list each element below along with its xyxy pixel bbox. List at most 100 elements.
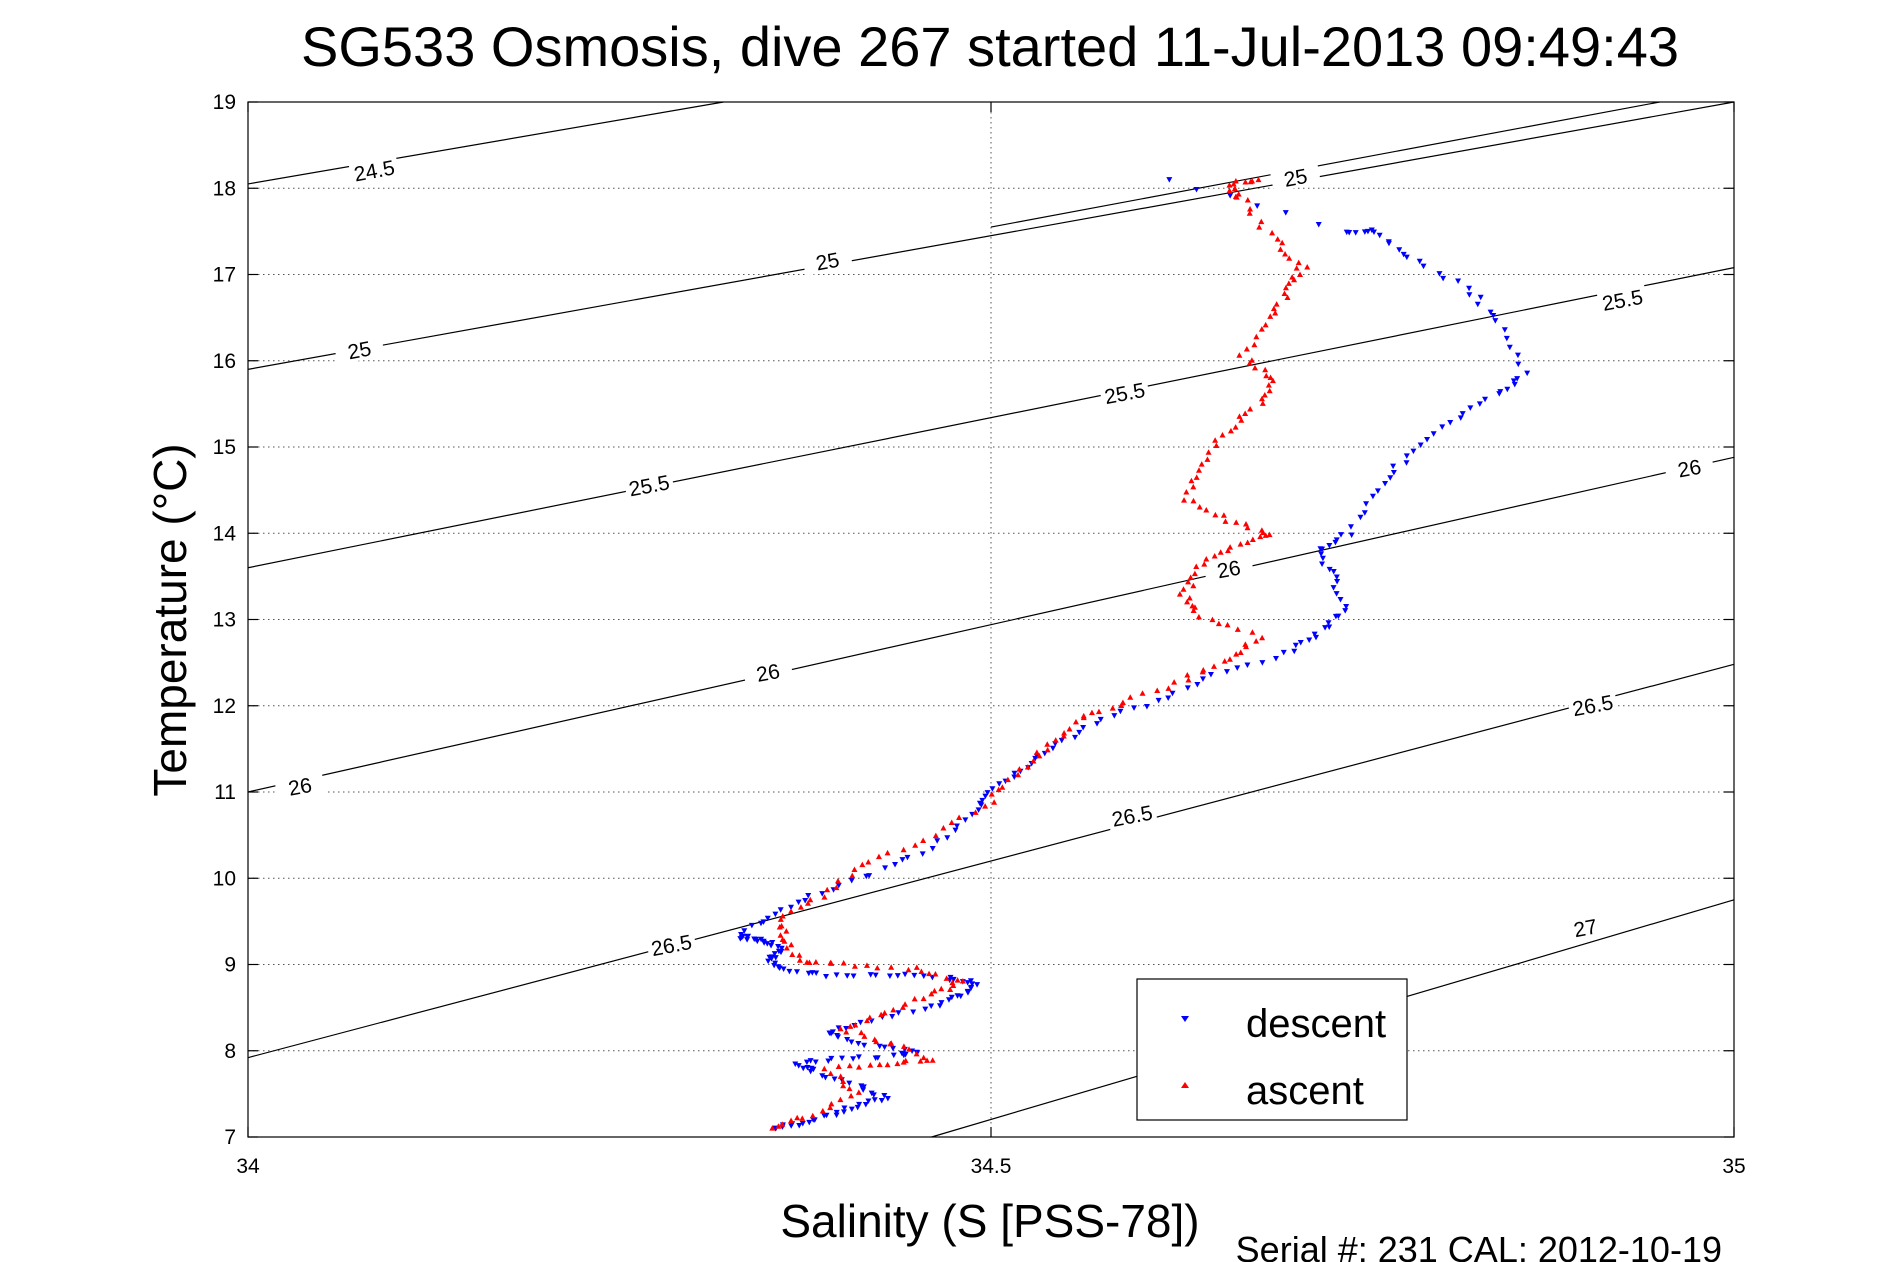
descent-point (1338, 532, 1345, 538)
y-axis-ticks: 7 8 9 10 11 12 13 14 15 16 17 18 19 (213, 91, 1734, 1149)
ascent-point (1180, 586, 1187, 592)
ascent-point (799, 1115, 806, 1121)
ascent-point (948, 819, 955, 825)
ascent-point (779, 912, 786, 919)
ascent-point (884, 849, 891, 856)
ascent-point (1119, 699, 1126, 705)
descent-point (1143, 703, 1150, 710)
ascent-point (871, 1036, 878, 1042)
descent-point (846, 1080, 853, 1087)
ascent-point (876, 1061, 883, 1068)
descent-point (792, 1061, 799, 1068)
contour-label-bg (1202, 551, 1255, 584)
descent-point (1072, 734, 1079, 741)
ascent-point (913, 964, 920, 970)
descent-point (1514, 376, 1521, 382)
ascent-point (851, 866, 858, 872)
descent-point (1482, 396, 1489, 403)
ascent-point (858, 1029, 865, 1036)
ascent-point (1242, 410, 1249, 416)
ascent-point (819, 1107, 826, 1114)
ascent-point (846, 1085, 853, 1092)
descent-point (1315, 221, 1322, 228)
descent-point (948, 994, 955, 1001)
descent-point (1361, 229, 1368, 235)
ascent-point (827, 1104, 834, 1111)
ascent-point (1185, 677, 1192, 683)
ascent-point (1185, 578, 1192, 585)
descent-point (744, 937, 751, 943)
ascent-point (821, 1065, 828, 1072)
ascent-point (840, 1078, 847, 1084)
descent-point (1207, 672, 1214, 678)
descent-point (1476, 401, 1483, 407)
descent-point (1319, 561, 1326, 568)
ascent-point (943, 975, 950, 981)
contour-label-bg (1105, 797, 1158, 831)
descent-point (919, 851, 926, 857)
chart-title: SG533 Osmosis, dive 267 started 11-Jul-2… (301, 15, 1679, 78)
descent-point (1515, 361, 1522, 368)
descent-point (826, 1030, 833, 1037)
ascent-point (1274, 236, 1281, 242)
ascent-point (775, 1123, 782, 1129)
ascent-point (833, 884, 840, 891)
ascent-point (837, 1096, 844, 1103)
contour-label: 26.5 (1566, 687, 1619, 721)
contour-label-bg (1098, 375, 1151, 408)
ascent-point (840, 1082, 847, 1089)
descent-point (1319, 555, 1326, 562)
descent-point (819, 1073, 826, 1079)
contour-label-bg (348, 152, 400, 186)
ascent-point (1203, 556, 1210, 562)
descent-point (1011, 770, 1018, 777)
ascent-point (865, 858, 872, 865)
descent-point (777, 907, 784, 913)
ascent-point (1183, 489, 1190, 495)
ascent-point (982, 803, 989, 809)
descent-point (848, 878, 855, 884)
descent-point (1510, 378, 1517, 384)
descent-point (775, 948, 782, 955)
descent-point (808, 1065, 815, 1072)
ascent-point (1230, 181, 1237, 187)
descent-point (1330, 568, 1337, 575)
descent-point (1049, 745, 1056, 752)
descent-point (745, 933, 752, 940)
descent-point (1282, 210, 1289, 216)
descent-point (865, 1098, 872, 1105)
ascent-point (1279, 239, 1286, 246)
descent-point (760, 919, 767, 925)
contour-label-text: 26 (755, 660, 782, 687)
descent-point (1361, 510, 1368, 516)
ascent-point (906, 1046, 913, 1052)
descent-point (976, 800, 983, 807)
descent-point (1387, 475, 1394, 481)
ascent-point (1190, 607, 1197, 613)
ascent-point (783, 944, 790, 951)
ascent-point (932, 970, 939, 977)
ascent-point (1246, 360, 1253, 366)
descent-point (741, 928, 748, 934)
descent-point (855, 1054, 862, 1060)
ascent-point (807, 896, 814, 903)
descent-point (890, 1052, 897, 1059)
ascent-point (938, 985, 945, 992)
ascent-point (1232, 424, 1239, 430)
descent-point (775, 944, 782, 950)
ascent-point (852, 1022, 859, 1028)
ascent-point (1222, 518, 1229, 524)
descent-point (778, 945, 785, 952)
ascent-point (928, 990, 935, 997)
ascent-point (1297, 271, 1304, 278)
contour-label: 25 (333, 332, 385, 365)
descent-point (1403, 254, 1410, 261)
ascent-point (940, 824, 947, 831)
descent-point (855, 1041, 862, 1047)
ascent-point (1273, 301, 1280, 307)
ascent-point (788, 1117, 795, 1124)
ascent-point (1235, 191, 1242, 197)
contour-line (247, 101, 724, 185)
ascent-point (1226, 187, 1233, 194)
